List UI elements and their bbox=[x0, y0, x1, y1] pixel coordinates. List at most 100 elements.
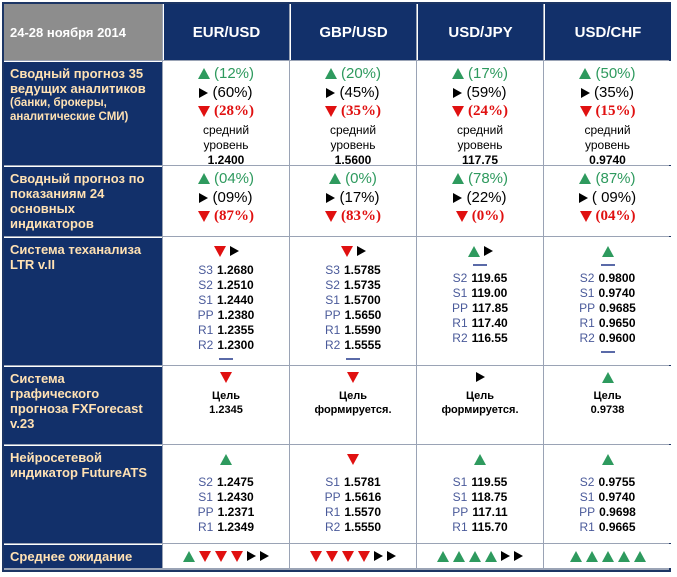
level-line: R2 116.55 bbox=[452, 331, 507, 346]
arrow bbox=[342, 550, 354, 562]
level-key: R2 bbox=[197, 338, 214, 352]
level-value: 0.9740 bbox=[598, 286, 636, 300]
level-key: S1 bbox=[579, 490, 595, 504]
level-line: PP 1.2371 bbox=[198, 505, 255, 520]
level-value: 117.40 bbox=[471, 316, 508, 330]
level-key: R1 bbox=[579, 316, 595, 330]
target-value: формируется. bbox=[441, 404, 519, 416]
level-line: PP 117.85 bbox=[452, 301, 508, 316]
target-caption: Цель bbox=[593, 390, 622, 402]
cell: Цель 1.2345 bbox=[163, 366, 289, 444]
arrow bbox=[356, 246, 366, 256]
arrow bbox=[453, 87, 463, 98]
flat-share: (22%) bbox=[453, 188, 507, 207]
pair-header: EUR/USD bbox=[163, 4, 289, 60]
arrow-group bbox=[467, 243, 493, 259]
arrow bbox=[197, 173, 210, 184]
arrow bbox=[601, 245, 614, 257]
arrow bbox=[326, 550, 338, 562]
level-line: R1 117.40 bbox=[452, 316, 507, 331]
caption: средний уровень bbox=[202, 123, 250, 152]
flat-share: ( 09%) bbox=[578, 188, 636, 207]
level-line: PP 1.2380 bbox=[198, 308, 255, 323]
level-key: S2 bbox=[579, 475, 595, 489]
level-line: S1 1.5700 bbox=[325, 293, 380, 308]
cell: (78%) (22%) (0%) bbox=[417, 166, 543, 236]
arrow bbox=[260, 551, 269, 561]
level-line: S2 1.2510 bbox=[198, 278, 253, 293]
arrow bbox=[199, 550, 211, 562]
arrow bbox=[199, 87, 209, 98]
level-value: 0.9685 bbox=[599, 301, 636, 315]
level-key: R1 bbox=[324, 505, 341, 519]
percent: (04%) bbox=[213, 170, 254, 187]
level-line: S3 1.5785 bbox=[325, 263, 380, 278]
arrow bbox=[514, 551, 523, 561]
cell bbox=[163, 544, 289, 568]
level-line: S2 1.5735 bbox=[325, 278, 380, 293]
level-value: 1.2475 bbox=[216, 475, 254, 489]
level-key: S3 bbox=[325, 263, 340, 277]
arrow bbox=[451, 68, 464, 79]
cell: (17%) (59%) (24%) средний уровень 117.75 bbox=[417, 61, 543, 167]
level-key: PP bbox=[452, 505, 469, 519]
percent: (60%) bbox=[212, 84, 253, 101]
arrow bbox=[467, 245, 480, 257]
target-value: формируется. bbox=[314, 404, 392, 416]
target-caption: Цель bbox=[211, 390, 241, 402]
target-caption: Цель bbox=[338, 390, 368, 402]
arrow bbox=[485, 550, 497, 562]
cell: S2 119.65 S1 119.00 PP 117.85 R1 117.40 R2 116.55 bbox=[417, 237, 543, 365]
percent: (17%) bbox=[339, 189, 380, 206]
flat-share: (59%) bbox=[453, 83, 507, 102]
level-line: PP 1.5650 bbox=[325, 308, 382, 323]
row-label: Система графического прогноза FXForecast… bbox=[4, 366, 162, 444]
level-value: 118.75 bbox=[471, 490, 508, 504]
level-line: S1 0.9740 bbox=[580, 286, 635, 301]
row-label: Система теханализа LTR v.II bbox=[4, 237, 162, 365]
cell: S2 1.2475 S1 1.2430 PP 1.2371 R1 1.2349 bbox=[163, 445, 289, 543]
level-line: S3 1.2680 bbox=[198, 263, 253, 278]
level-key: R2 bbox=[324, 520, 341, 534]
arrow bbox=[198, 106, 210, 117]
pair-header: USD/CHF bbox=[544, 4, 671, 60]
level-value: 1.2680 bbox=[216, 263, 254, 277]
level-value: 117.11 bbox=[472, 505, 508, 519]
percent: (87%) bbox=[214, 208, 254, 224]
level-value: 0.9755 bbox=[598, 475, 636, 489]
cell: S2 0.9800 S1 0.9740 PP 0.9685 R1 0.9650 R2 0.9600 bbox=[544, 237, 671, 365]
arrow bbox=[387, 551, 396, 561]
arrow-group bbox=[347, 451, 359, 467]
cell bbox=[544, 544, 671, 568]
down-share: (04%) bbox=[579, 207, 636, 226]
level-key: PP bbox=[197, 308, 214, 322]
percent: (87%) bbox=[595, 170, 636, 187]
percent: (17%) bbox=[467, 65, 508, 82]
level-value: 117.85 bbox=[471, 301, 509, 315]
percent: (22%) bbox=[466, 189, 507, 206]
level-line: S1 119.55 bbox=[453, 475, 508, 490]
up-share: (04%) bbox=[197, 169, 254, 188]
dash bbox=[473, 264, 487, 266]
percent: (45%) bbox=[339, 84, 380, 101]
arrow bbox=[213, 245, 226, 257]
level-line: S1 1.2430 bbox=[198, 490, 253, 505]
arrow bbox=[325, 106, 337, 117]
level-key: S1 bbox=[452, 286, 468, 300]
level-value: 1.5785 bbox=[343, 263, 381, 277]
down-share: (35%) bbox=[325, 102, 381, 121]
percent: (50%) bbox=[595, 65, 636, 82]
cell: S3 1.2680 S2 1.2510 S1 1.2440 PP 1.2380 R1 1.2355… bbox=[163, 237, 289, 365]
level: 117.75 bbox=[461, 153, 499, 167]
label-text: Сводный прогноз 35 ведущих аналитиков bbox=[10, 66, 146, 96]
level-line: S1 119.00 bbox=[453, 286, 508, 301]
caption: средний уровень bbox=[456, 123, 504, 152]
cell bbox=[290, 544, 416, 568]
level-line: S1 0.9740 bbox=[580, 490, 635, 505]
percent: (04%) bbox=[595, 208, 636, 224]
percent: (20%) bbox=[340, 65, 381, 82]
row-label: Среднее ожидание bbox=[4, 544, 162, 568]
level-value: 0.9800 bbox=[598, 271, 636, 285]
up-share: (78%) bbox=[451, 169, 508, 188]
arrow bbox=[452, 106, 464, 117]
